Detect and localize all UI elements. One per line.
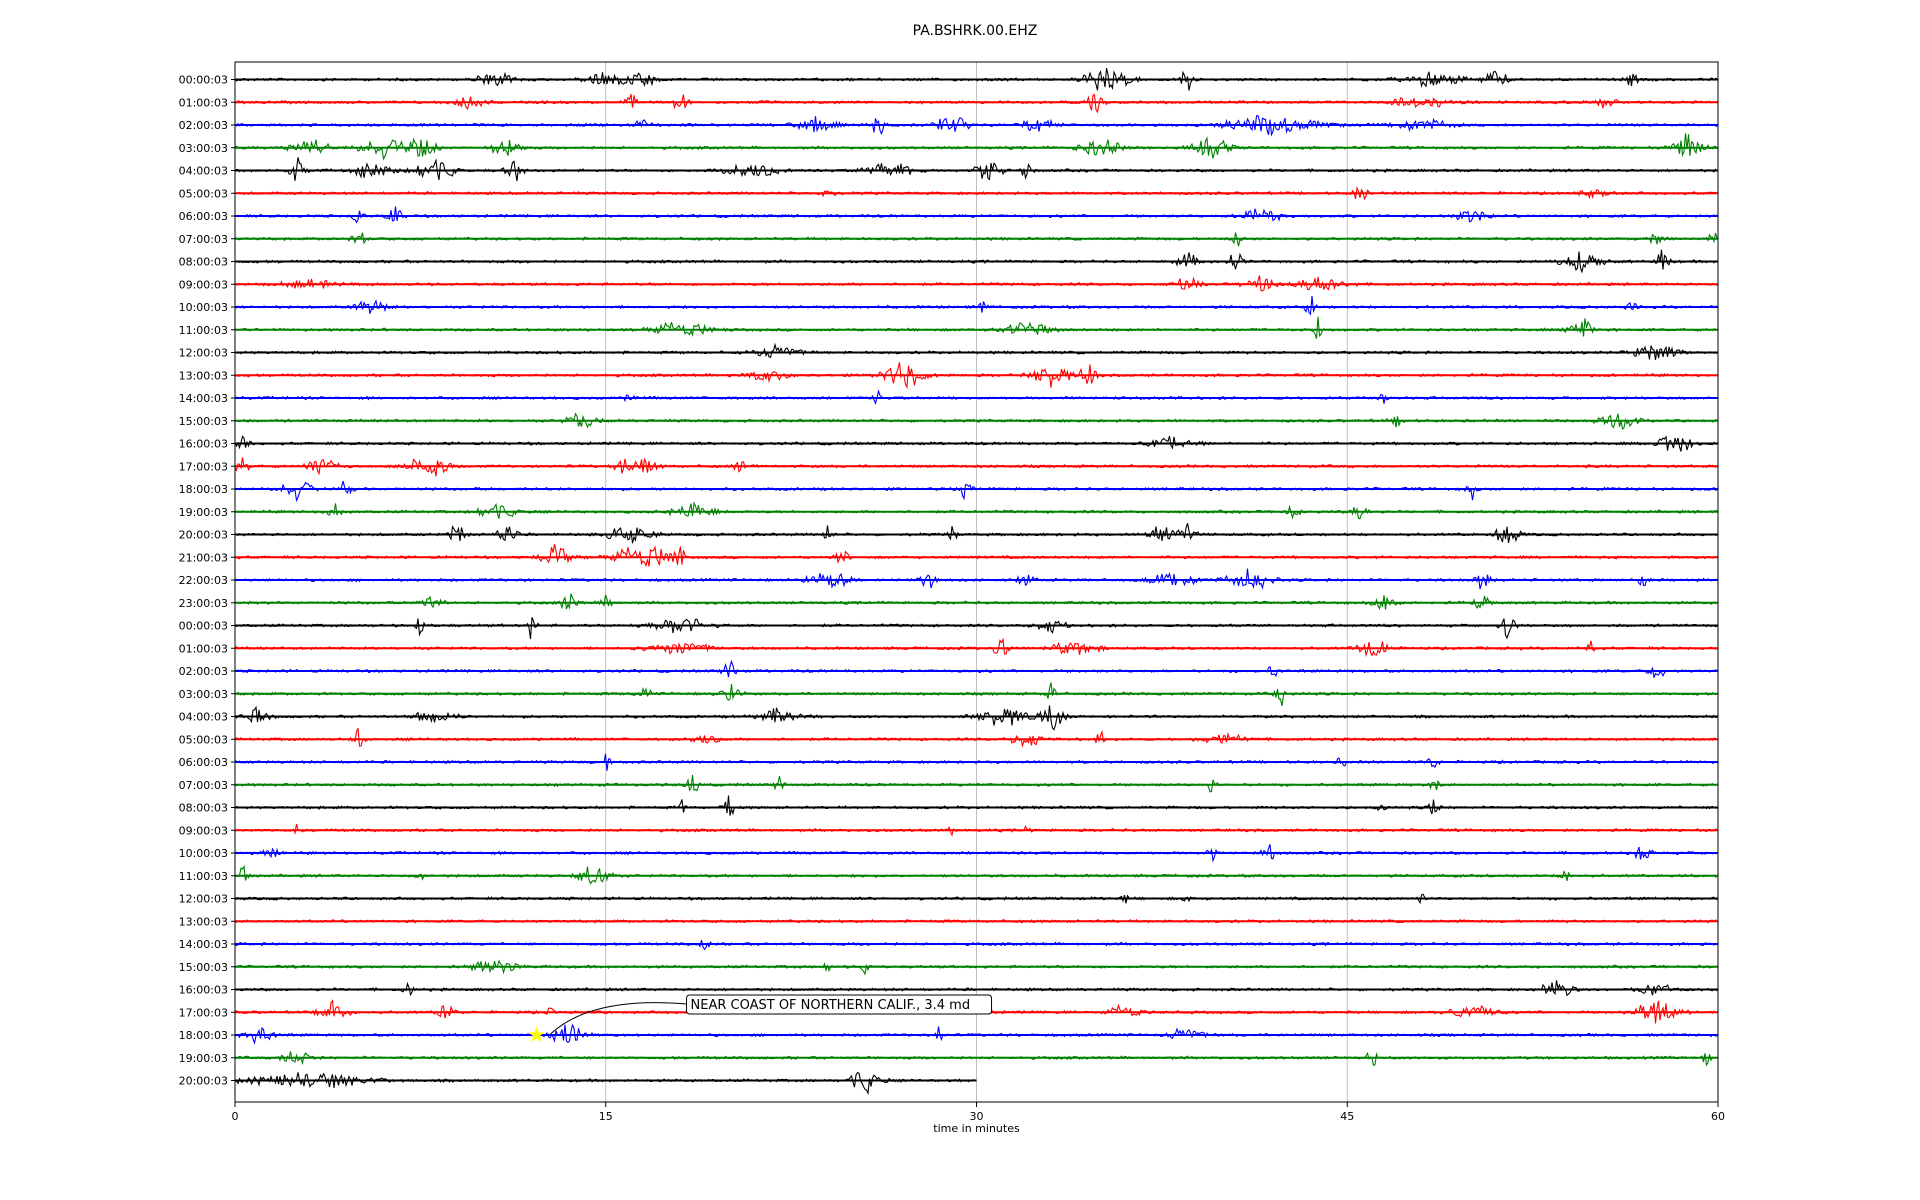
trace-row xyxy=(234,593,1718,610)
y-tick-label: 16:00:03 xyxy=(179,438,228,451)
y-tick-label: 02:00:03 xyxy=(179,119,228,132)
y-tick-label: 22:00:03 xyxy=(179,574,228,587)
y-tick-label: 18:00:03 xyxy=(179,483,228,496)
trace-row xyxy=(234,544,1718,568)
y-tick-label: 15:00:03 xyxy=(179,961,228,974)
trace-row xyxy=(234,480,1718,503)
y-tick-label: 06:00:03 xyxy=(179,210,228,223)
event-annotation: NEAR COAST OF NORTHERN CALIF., 3.4 md xyxy=(528,994,993,1042)
x-tick-label: 60 xyxy=(1711,1110,1725,1123)
y-tick-label: 08:00:03 xyxy=(179,256,228,269)
y-tick-label: 20:00:03 xyxy=(179,1075,228,1088)
trace-row xyxy=(234,316,1718,339)
y-tick-label: 11:00:03 xyxy=(179,870,228,883)
y-tick-label: 18:00:03 xyxy=(179,1029,228,1042)
y-tick-label: 10:00:03 xyxy=(179,301,228,314)
y-tick-label: 08:00:03 xyxy=(179,802,228,815)
y-tick-label: 20:00:03 xyxy=(179,529,228,542)
y-tick-label: 01:00:03 xyxy=(179,642,228,655)
y-tick-label: 02:00:03 xyxy=(179,665,228,678)
y-tick-label: 05:00:03 xyxy=(179,187,228,200)
y-tick-label: 09:00:03 xyxy=(179,278,228,291)
y-tick-label: 10:00:03 xyxy=(179,847,228,860)
y-tick-label: 11:00:03 xyxy=(179,324,228,337)
trace-row xyxy=(234,295,1718,316)
y-tick-label: 12:00:03 xyxy=(179,893,228,906)
trace-row xyxy=(234,568,1718,590)
y-tick-label: 03:00:03 xyxy=(179,688,228,701)
trace-row xyxy=(234,774,1718,793)
y-tick-label: 01:00:03 xyxy=(179,96,228,109)
y-tick-label: 19:00:03 xyxy=(179,1052,228,1065)
x-tick-label: 30 xyxy=(970,1110,984,1123)
annotation-arrow xyxy=(550,1002,687,1035)
trace-row xyxy=(234,795,1718,816)
y-tick-label: 05:00:03 xyxy=(179,733,228,746)
y-tick-label: 00:00:03 xyxy=(179,620,228,633)
y-tick-label: 00:00:03 xyxy=(179,74,228,87)
annotation-box xyxy=(686,994,993,1015)
y-tick-label: 07:00:03 xyxy=(179,233,228,246)
y-tick-label: 23:00:03 xyxy=(179,597,228,610)
y-tick-label: 12:00:03 xyxy=(179,347,228,360)
y-tick-label: 03:00:03 xyxy=(179,142,228,155)
trace-row xyxy=(234,727,1718,748)
trace-row xyxy=(234,206,1718,224)
trace-row xyxy=(234,705,1718,731)
trace-row xyxy=(234,617,1718,640)
y-tick-label: 14:00:03 xyxy=(179,392,228,405)
trace-row xyxy=(234,133,1718,161)
y-tick-label: 04:00:03 xyxy=(179,711,228,724)
y-tick-label: 13:00:03 xyxy=(179,369,228,382)
x-axis-ticks: 0 15 30 45 60 xyxy=(232,1102,1725,1123)
event-star-marker xyxy=(528,1026,545,1042)
trace-row xyxy=(234,522,1718,544)
y-tick-label: 19:00:03 xyxy=(179,506,228,519)
y-tick-label: 15:00:03 xyxy=(179,415,228,428)
y-tick-label: 07:00:03 xyxy=(179,779,228,792)
y-tick-label: 13:00:03 xyxy=(179,915,228,928)
grid-lines xyxy=(234,62,1719,1102)
y-tick-label: 17:00:03 xyxy=(179,1006,228,1019)
x-tick-label: 0 xyxy=(232,1110,239,1123)
x-tick-label: 45 xyxy=(1340,1110,1354,1123)
chart-title: PA.BSHRK.00.EHZ xyxy=(913,23,1038,39)
x-tick-label: 15 xyxy=(599,1110,613,1123)
x-axis-label: time in minutes xyxy=(933,1122,1020,1135)
trace-row xyxy=(234,1023,1718,1045)
y-tick-label: 21:00:03 xyxy=(179,551,228,564)
seismogram-traces xyxy=(234,67,1718,1096)
annotation-text: NEAR COAST OF NORTHERN CALIF., 3.4 md xyxy=(691,998,971,1013)
y-tick-label: 06:00:03 xyxy=(179,756,228,769)
trace-row xyxy=(234,275,1718,292)
trace-row xyxy=(234,157,1718,182)
y-axis-ticks: 00:00:03 01:00:03 02:00:03 03:00:03 04:00:03… xyxy=(179,74,235,1088)
y-tick-label: 04:00:03 xyxy=(179,165,228,178)
trace-row xyxy=(234,659,1718,678)
y-tick-label: 09:00:03 xyxy=(179,824,228,837)
y-tick-label: 16:00:03 xyxy=(179,984,228,997)
y-tick-label: 17:00:03 xyxy=(179,460,228,473)
y-tick-label: 14:00:03 xyxy=(179,938,228,951)
trace-row xyxy=(234,980,1718,997)
